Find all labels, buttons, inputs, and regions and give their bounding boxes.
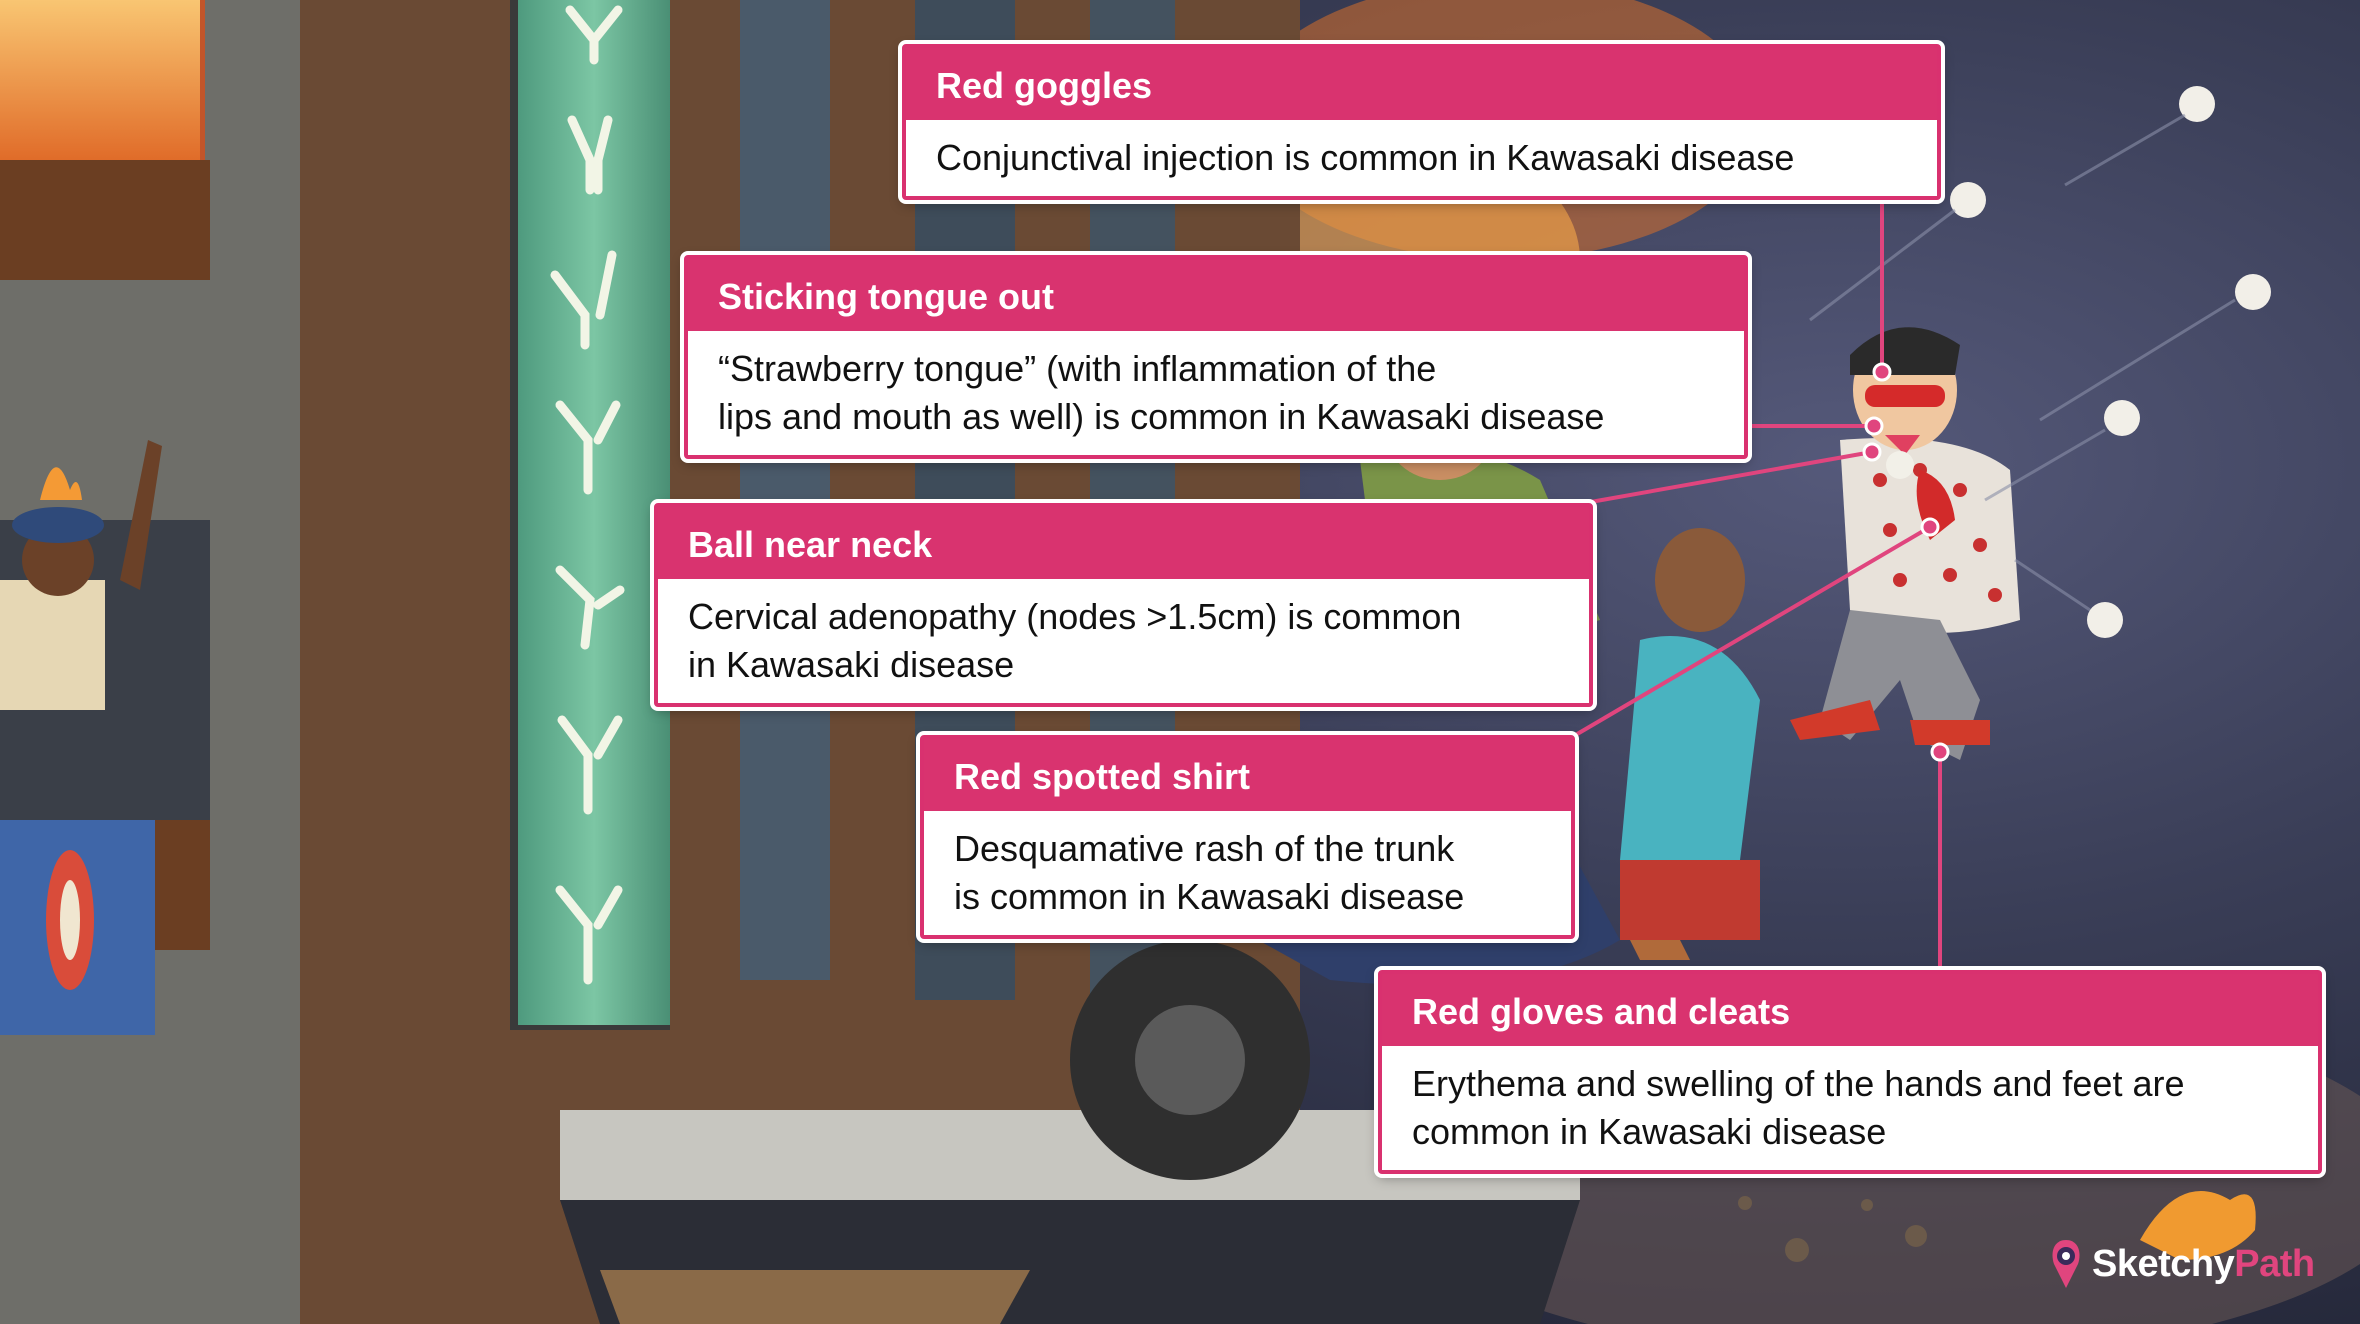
callout-sticking-tongue-out: Sticking tongue out “Strawberry tongue” … <box>684 255 1748 459</box>
callout-red-spotted-shirt: Red spotted shirt Desquamative rash of t… <box>920 735 1575 939</box>
callout-title: Red goggles <box>906 48 1937 120</box>
callout-title: Ball near neck <box>658 507 1589 579</box>
callout-body: Cervical adenopathy (nodes >1.5cm) is co… <box>688 596 1462 685</box>
brand-logo-icon <box>2052 1240 2080 1288</box>
callout-title: Sticking tongue out <box>688 259 1744 331</box>
callout-title: Red gloves and cleats <box>1382 974 2318 1046</box>
callout-red-goggles: Red goggles Conjunctival injection is co… <box>902 44 1941 200</box>
callout-title: Red spotted shirt <box>924 739 1571 811</box>
callout-body: “Strawberry tongue” (with inflammation o… <box>718 348 1605 437</box>
brand-logo: Sketchy Path <box>2048 1234 2315 1294</box>
callout-ball-near-neck: Ball near neck Cervical adenopathy (node… <box>654 503 1593 707</box>
callout-body: Desquamative rash of the trunk is common… <box>954 828 1465 917</box>
callout-body: Erythema and swelling of the hands and f… <box>1412 1063 2185 1152</box>
brand-logo-text-sketchy: Sketchy <box>2092 1242 2235 1285</box>
callout-body: Conjunctival injection is common in Kawa… <box>936 137 1795 178</box>
brand-logo-text-path: Path <box>2234 1242 2315 1285</box>
callout-red-gloves-and-cleats: Red gloves and cleats Erythema and swell… <box>1378 970 2322 1174</box>
